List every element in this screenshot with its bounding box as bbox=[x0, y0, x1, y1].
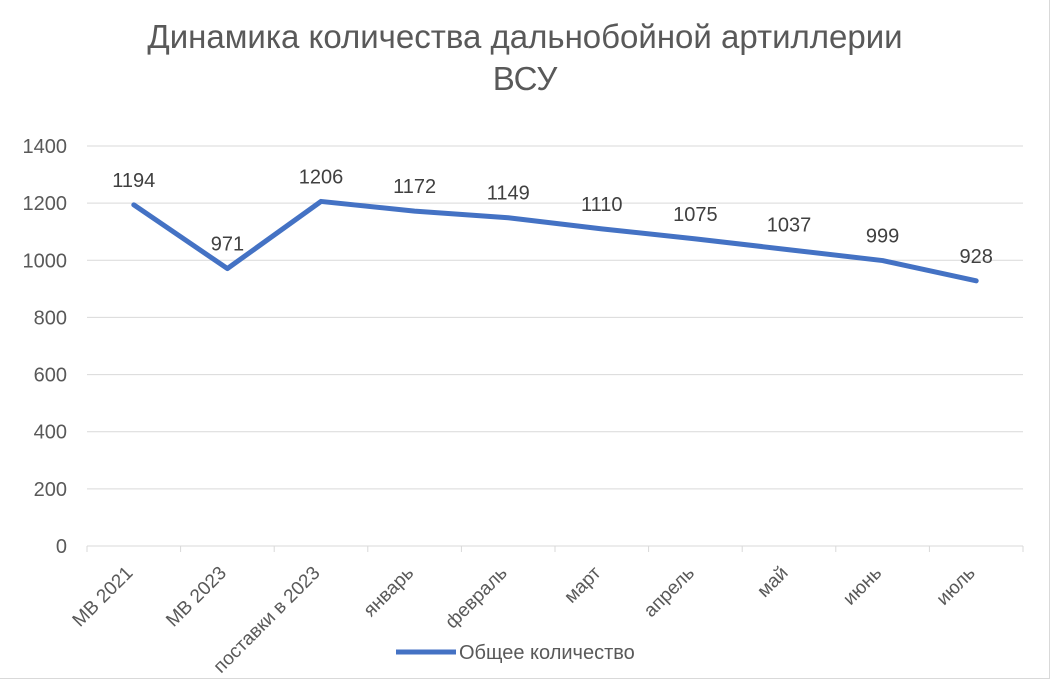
data-label: 1172 bbox=[393, 176, 436, 198]
y-tick-label: 1200 bbox=[23, 193, 68, 215]
x-tick-label: май bbox=[753, 563, 792, 602]
y-tick-label: 600 bbox=[34, 365, 67, 387]
y-tick-label: 200 bbox=[34, 479, 67, 501]
y-tick-label: 1000 bbox=[23, 250, 68, 272]
x-tick-label: март bbox=[560, 562, 605, 607]
chart-title-line-2: ВСУ bbox=[492, 60, 558, 97]
x-tick-label: июль bbox=[933, 563, 980, 610]
data-label: 1110 bbox=[581, 194, 623, 216]
x-tick-label: апрель bbox=[640, 563, 699, 622]
legend-label: Общее количество bbox=[459, 642, 635, 664]
y-tick-label: 1400 bbox=[23, 136, 68, 158]
data-label: 1206 bbox=[299, 166, 344, 188]
x-tick-label: февраль bbox=[441, 563, 511, 633]
x-tick-label: январь bbox=[360, 563, 419, 622]
data-label: 999 bbox=[866, 226, 899, 248]
data-label: 1037 bbox=[767, 215, 812, 237]
data-label: 928 bbox=[960, 246, 993, 268]
x-tick-label: МВ 2021 bbox=[69, 563, 138, 632]
data-label: 1075 bbox=[673, 204, 718, 226]
x-tick-label: июнь bbox=[839, 563, 886, 610]
y-tick-label: 800 bbox=[34, 307, 67, 329]
data-label: 971 bbox=[211, 234, 244, 256]
y-tick-label: 0 bbox=[56, 536, 67, 558]
data-label: 1149 bbox=[487, 183, 530, 205]
chart-title-line-1: Динамика количества дальнобойной артилле… bbox=[147, 18, 903, 55]
y-tick-label: 400 bbox=[34, 422, 67, 444]
data-label: 1194 bbox=[112, 170, 155, 192]
series-line bbox=[131, 198, 979, 284]
x-tick-label: МВ 2023 bbox=[162, 563, 231, 632]
